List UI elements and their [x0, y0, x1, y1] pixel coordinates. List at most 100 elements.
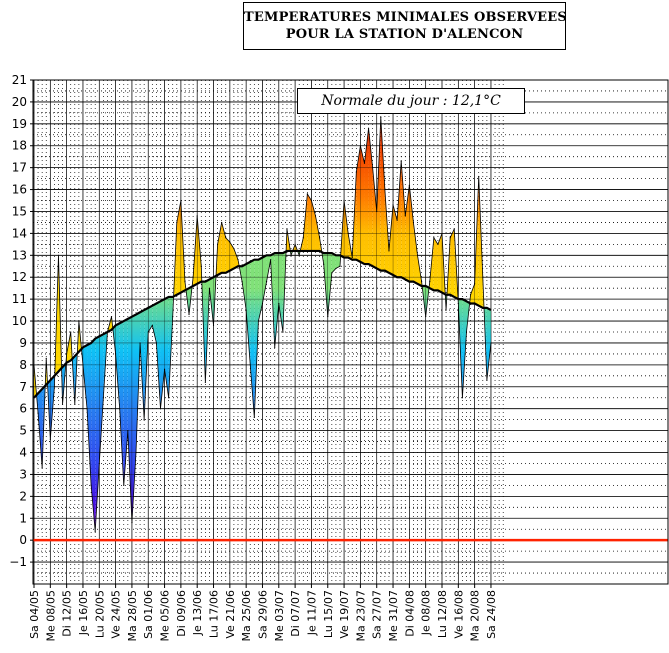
area-above-normal: [372, 167, 377, 269]
y-tick-label: 7: [19, 380, 27, 394]
area-above-normal: [66, 332, 71, 363]
area-below-normal: [262, 255, 267, 304]
y-tick-label: −1: [9, 555, 27, 569]
observed-point: [404, 215, 406, 217]
observed-point: [376, 210, 378, 213]
observed-point: [437, 243, 439, 245]
area-below-normal: [115, 323, 120, 409]
observed-point: [278, 302, 280, 305]
observed-point: [298, 254, 300, 256]
observed-point: [265, 281, 268, 283]
observed-point: [192, 276, 194, 278]
area-below-normal: [331, 253, 336, 273]
observed-point: [86, 408, 88, 410]
area-below-normal: [127, 316, 132, 523]
area-below-normal: [278, 253, 283, 332]
x-tick-label: Lu 20/05: [93, 590, 106, 638]
area-below-normal: [274, 253, 279, 348]
x-tick-label: Ma 28/05: [126, 590, 139, 641]
x-tick-label: Ve 16/08: [452, 590, 465, 639]
observed-point: [253, 416, 255, 419]
observed-point: [327, 316, 329, 318]
area-above-normal: [388, 204, 394, 276]
y-tick-label: 4: [19, 446, 27, 460]
area-above-normal: [450, 229, 455, 297]
area-below-normal: [99, 334, 104, 464]
observed-point: [245, 309, 247, 311]
area-above-normal: [376, 117, 381, 271]
observed-point: [343, 199, 345, 202]
x-tick-label: Je 13/06: [191, 590, 204, 636]
observed-point: [74, 403, 76, 405]
observed-point: [155, 342, 157, 344]
observed-point: [306, 193, 308, 195]
area-above-normal: [229, 242, 234, 271]
y-tick-label: 19: [12, 117, 27, 131]
area-above-normal: [401, 161, 406, 280]
observed-point: [41, 467, 43, 469]
area-above-normal: [307, 193, 312, 251]
area-below-normal: [87, 342, 92, 486]
y-tick-label: 15: [12, 204, 27, 218]
observed-point: [400, 160, 402, 162]
observed-point: [61, 403, 64, 405]
observed-point: [204, 381, 206, 383]
observed-point: [392, 204, 394, 206]
area-below-normal: [242, 264, 247, 311]
observed-point: [274, 346, 276, 348]
area-below-normal: [327, 253, 332, 317]
area-above-normal: [356, 145, 361, 262]
area-below-normal: [119, 321, 124, 486]
observed-point: [372, 167, 374, 169]
area-below-normal: [462, 299, 467, 398]
observed-point: [115, 353, 117, 355]
y-tick-label: 6: [19, 402, 27, 416]
x-tick-label: Je 16/05: [77, 590, 90, 636]
observed-point: [70, 331, 72, 333]
plot-border: [32, 79, 669, 585]
observed-point: [90, 484, 92, 486]
observed-point: [486, 379, 488, 381]
observed-point: [310, 199, 313, 202]
chart-title-line1: TEMPERATURES MINIMALES OBSERVEES: [244, 10, 567, 25]
x-tick-label: Di 04/08: [403, 590, 416, 637]
x-tick-label: Di 07/07: [289, 590, 302, 637]
y-tick-label: 17: [12, 161, 27, 175]
observed-point: [147, 331, 149, 333]
observed-point: [302, 237, 304, 239]
observed-point: [172, 316, 174, 318]
observed-point: [53, 386, 56, 388]
y-tick-label: 0: [19, 533, 27, 547]
x-tick-label: Ve 19/07: [338, 590, 351, 639]
observed-point: [257, 320, 259, 322]
y-tick-label: 21: [12, 73, 27, 87]
y-tick-label: 20: [12, 95, 27, 109]
observed-point: [123, 484, 125, 486]
observed-point: [363, 162, 366, 164]
area-above-normal: [433, 237, 438, 291]
x-tick-label: Je 08/08: [420, 590, 433, 636]
observed-point: [176, 221, 178, 224]
observed-point: [359, 145, 361, 147]
y-tick-label: 14: [12, 226, 27, 240]
x-tick-label: Ma 23/07: [354, 590, 367, 641]
observed-point: [159, 408, 162, 410]
observed-point: [421, 281, 423, 283]
observed-point: [151, 324, 153, 327]
observed-point: [225, 237, 227, 239]
observed-point: [331, 272, 333, 274]
observed-point: [429, 281, 431, 283]
observed-point: [139, 342, 141, 344]
observed-point: [441, 232, 443, 234]
area-below-normal: [95, 336, 100, 532]
observed-point: [314, 215, 317, 217]
area-above-normal: [217, 222, 222, 276]
observed-point: [380, 116, 382, 118]
observed-point: [188, 313, 190, 316]
observed-point: [355, 171, 357, 173]
observed-point: [457, 302, 459, 305]
x-tick-label: Sa 04/05: [28, 590, 41, 639]
observed-point: [229, 241, 231, 243]
area-above-normal: [360, 145, 365, 265]
